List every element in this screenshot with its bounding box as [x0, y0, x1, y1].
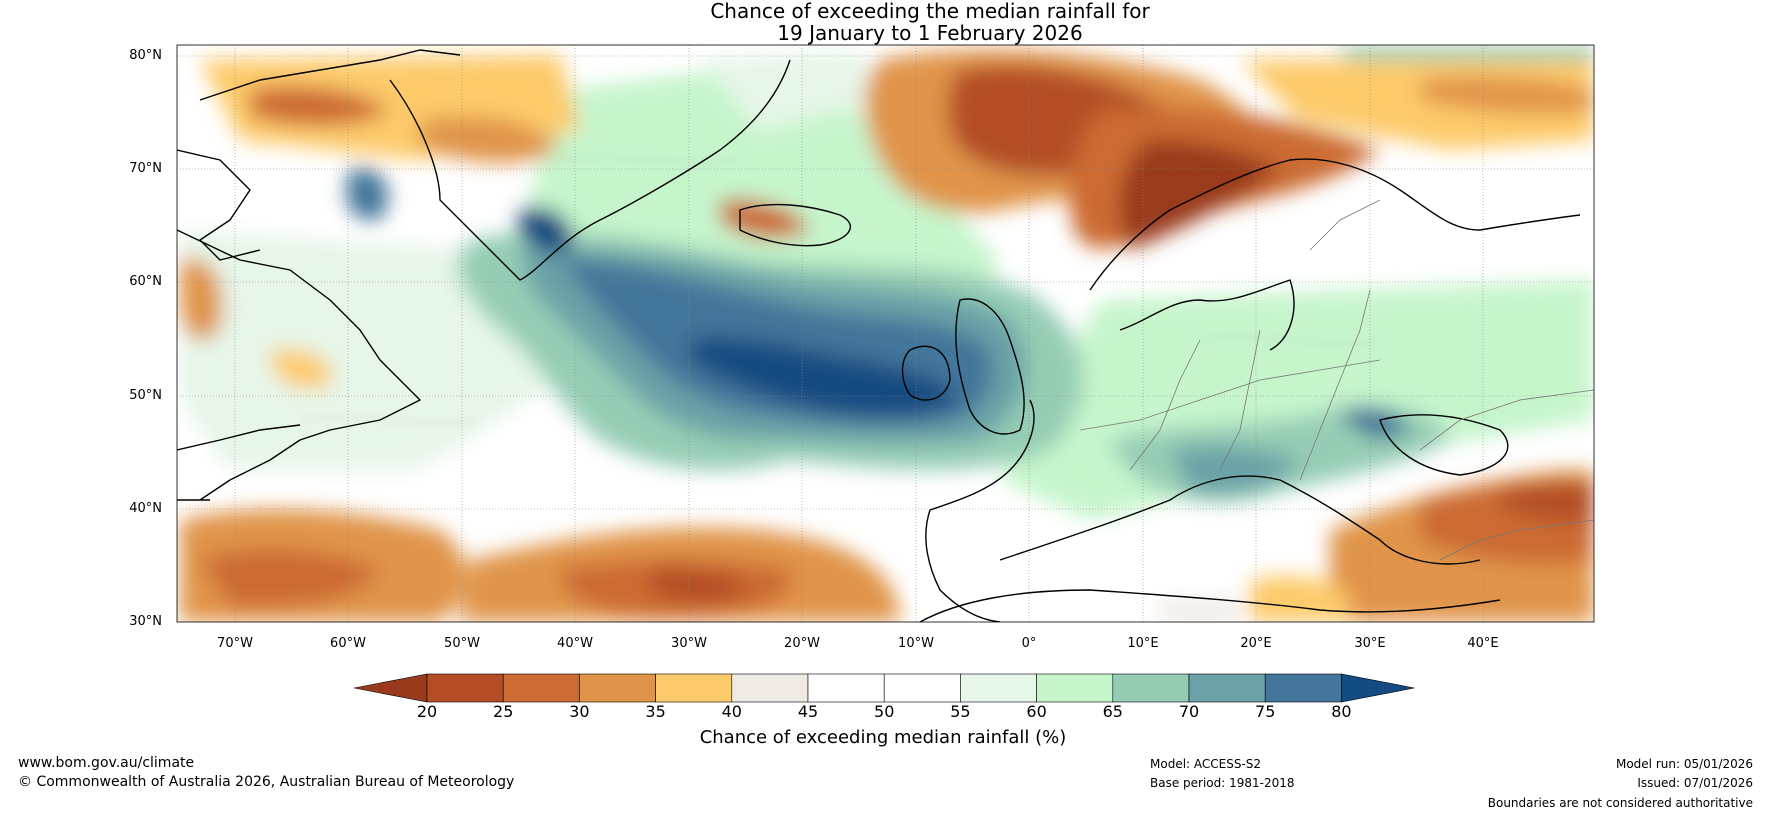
title-line-2: 19 January to 1 February 2026: [777, 21, 1083, 45]
colorbar-segment: [1036, 673, 1114, 703]
colorbar-segment: [1264, 673, 1342, 703]
colorbar-tick-label: 30: [569, 702, 590, 721]
baltic-coast: [1119, 279, 1295, 351]
lat-label-30n: 30°N: [129, 614, 162, 629]
colorbar-tick-label: 55: [950, 702, 971, 721]
mediterranean-coast: [999, 475, 1481, 565]
colorbar-segment: [502, 673, 580, 703]
probability-field: [180, 45, 1594, 622]
colorbar-segment: [426, 673, 504, 703]
footer-model-run: Model run: 05/01/2026: [1615, 757, 1753, 771]
labrador-coast: [177, 229, 421, 501]
lon-label-30w: 30°W: [671, 636, 707, 651]
africa-north-coast: [919, 589, 1501, 622]
lon-label-10w: 10°W: [898, 636, 934, 651]
map-title: Chance of exceeding the median rainfall …: [0, 0, 1770, 44]
lon-label-40e: 40°E: [1467, 636, 1499, 651]
country-borders: [1079, 199, 1594, 561]
lon-label-20w: 20°W: [784, 636, 820, 651]
coastlines: [177, 49, 1581, 622]
colorbar-extend-high: [1341, 673, 1415, 703]
colorbar-extend-low: [353, 673, 428, 703]
colorbar-segment: [1112, 673, 1190, 703]
north-america-east-coast: [177, 424, 301, 501]
colorbar-segment: [960, 673, 1037, 703]
colorbar-tick-label: 75: [1255, 702, 1276, 721]
lat-label-70n: 70°N: [129, 161, 162, 176]
colorbar-segment: [655, 673, 733, 703]
contour-texture: [299, 156, 1381, 424]
colorbar-tick-label: 45: [797, 702, 819, 721]
greenland-coast: [199, 49, 791, 281]
graticule: [177, 45, 1594, 622]
lon-label-0: 0°: [1021, 636, 1037, 651]
lon-label-20e: 20°E: [1240, 636, 1272, 651]
lon-label-10e: 10°E: [1127, 636, 1159, 651]
colorbar-tick-label: 65: [1102, 702, 1123, 721]
colorbar-segment: [883, 673, 961, 703]
lon-label-50w: 50°W: [444, 636, 480, 651]
lon-label-60w: 60°W: [330, 636, 366, 651]
colorbar-segment: [579, 673, 656, 703]
colorbar-tick-label: 20: [416, 702, 438, 721]
europe-west-coast: [925, 399, 1035, 622]
footer-model: Model: ACCESS-S2: [1150, 757, 1262, 771]
footer-disclaimer: Boundaries are not considered authoritat…: [1487, 796, 1753, 810]
black-sea-coast: [1379, 414, 1509, 476]
colorbar-tick-label: 40: [721, 702, 742, 721]
colorbar-label: Chance of exceeding median rainfall (%): [699, 727, 1067, 748]
lon-label-40w: 40°W: [557, 636, 593, 651]
british-isles-coast: [955, 298, 1025, 435]
iceland-coast: [739, 203, 852, 247]
colorbar-segment: [731, 673, 809, 703]
footer-copyright: © Commonwealth of Australia 2026, Austra…: [18, 774, 515, 790]
footer-base-period: Base period: 1981-2018: [1150, 776, 1295, 790]
title-line-1: Chance of exceeding the median rainfall …: [710, 0, 1150, 23]
lat-label-60n: 60°N: [129, 274, 162, 289]
colorbar-segment: [807, 673, 885, 703]
lat-label-50n: 50°N: [129, 388, 162, 403]
lon-label-30e: 30°E: [1354, 636, 1386, 651]
lat-label-80n: 80°N: [129, 48, 162, 63]
colorbar-tick-label: 60: [1026, 702, 1047, 721]
footer-url: www.bom.gov.au/climate: [18, 755, 195, 771]
colorbar-segment: [1188, 673, 1266, 703]
scandinavia-coast: [1089, 158, 1581, 291]
colorbar-tick-label: 50: [874, 702, 895, 721]
colorbar-tick-label: 70: [1178, 702, 1200, 721]
lon-label-70w: 70°W: [217, 636, 253, 651]
ireland-coast: [901, 345, 951, 401]
baffin-coast: [177, 149, 261, 261]
colorbar-tick-label: 80: [1331, 702, 1352, 721]
colorbar-tick-label: 35: [645, 702, 666, 721]
colorbar-tick-label: 25: [493, 702, 514, 721]
footer-issued: Issued: 07/01/2026: [1637, 776, 1753, 790]
lat-label-40n: 40°N: [129, 501, 162, 516]
map-frame: [176, 44, 1595, 623]
